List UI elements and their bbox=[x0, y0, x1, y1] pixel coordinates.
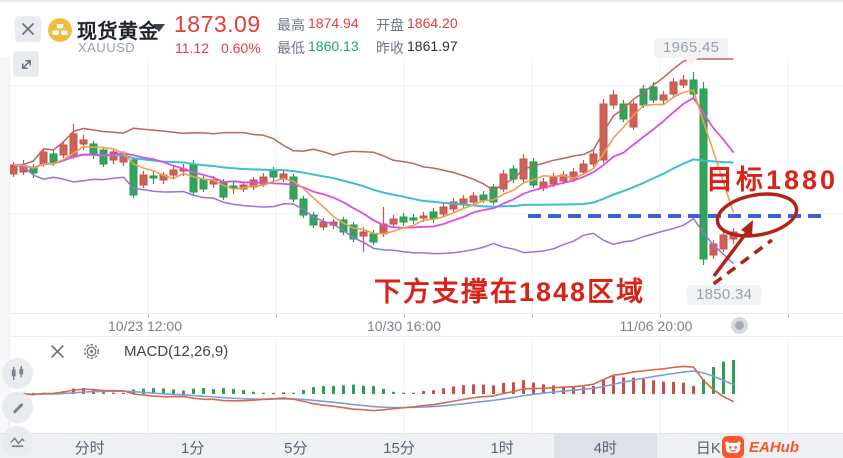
target-annotation: 目标1880 bbox=[706, 165, 839, 195]
expand-button[interactable] bbox=[13, 51, 39, 77]
chart-type-button[interactable] bbox=[2, 358, 33, 389]
stat-label-open: 开盘 bbox=[376, 17, 404, 33]
change-value: 11.12 bbox=[175, 40, 209, 56]
candlestick-icon bbox=[11, 365, 24, 381]
symbol-name[interactable]: 现货黄金 bbox=[77, 21, 159, 43]
macd-close-button[interactable] bbox=[48, 342, 66, 360]
record-dot-icon[interactable] bbox=[731, 317, 748, 334]
stat-value-high: 1874.94 bbox=[308, 15, 359, 31]
tab-timeframe-6[interactable]: 日K bbox=[695, 440, 721, 457]
x-axis-label: 10/23 12:00 bbox=[108, 318, 182, 334]
macd-header: MACD(12,26,9) bbox=[48, 341, 228, 361]
last-price: 1873.09 bbox=[174, 11, 261, 37]
x-axis-label: 10/30 16:00 bbox=[367, 318, 441, 334]
candlestick-chart[interactable] bbox=[10, 57, 843, 313]
time-axis: 10/23 12:00 10/30 16:00 11/06 20:00 bbox=[10, 313, 843, 337]
candles bbox=[10, 72, 738, 265]
brand: EAHub bbox=[722, 436, 799, 458]
pencil-icon bbox=[12, 402, 23, 414]
stat-label-high: 最高 bbox=[277, 17, 305, 33]
stat-value-low: 1860.13 bbox=[308, 38, 359, 54]
quote-header: 现货黄金 XAUUSD 1873.09 11.12 0.60% 最高 1874.9… bbox=[0, 2, 843, 77]
stat-value-open: 1864.20 bbox=[407, 15, 458, 31]
tab-timeframe-1[interactable]: 1分 bbox=[181, 440, 205, 457]
brand-name: EAHub bbox=[749, 438, 799, 456]
gear-icon bbox=[83, 343, 99, 359]
symbol-code: XAUUSD bbox=[78, 40, 136, 55]
timeframe-toolbar: 分时 1分 5分 15分 1时 4时 日K EAHub bbox=[0, 433, 843, 458]
change-percent: 0.60% bbox=[221, 40, 261, 56]
tab-timeframe-4[interactable]: 1时 bbox=[490, 440, 514, 457]
close-button[interactable] bbox=[15, 16, 41, 42]
stat-label-low: 最低 bbox=[277, 40, 305, 56]
price-change: 11.12 0.60% bbox=[175, 40, 273, 56]
chevron-down-icon[interactable] bbox=[153, 24, 165, 32]
tab-timeframe-3[interactable]: 15分 bbox=[383, 440, 415, 457]
eahub-logo-icon bbox=[722, 436, 744, 458]
macd-settings-button[interactable] bbox=[82, 342, 100, 360]
stat-value-prev-close: 1861.97 bbox=[407, 38, 458, 54]
line-chart-button[interactable] bbox=[2, 426, 33, 457]
close-icon bbox=[22, 23, 34, 35]
tab-timeframe-5[interactable]: 4时 bbox=[553, 434, 657, 458]
left-gutter bbox=[0, 57, 10, 458]
gold-coin-icon bbox=[47, 17, 73, 43]
expand-icon bbox=[21, 59, 31, 69]
low-price-tooltip: 1850.34 bbox=[687, 285, 762, 305]
tab-timeframe-2[interactable]: 5分 bbox=[284, 440, 308, 457]
draw-tool-button[interactable] bbox=[2, 392, 33, 423]
tab-timeframe-0[interactable]: 分时 bbox=[74, 440, 105, 457]
macd-chart[interactable] bbox=[10, 338, 843, 433]
wave-icon bbox=[10, 436, 25, 448]
support-annotation: 下方支撑在1848区域 bbox=[374, 277, 646, 307]
close-icon bbox=[50, 344, 64, 358]
x-axis-label: 11/06 20:00 bbox=[619, 318, 693, 334]
stat-label-prev-close: 昨收 bbox=[376, 40, 404, 56]
high-price-tooltip: 1965.45 bbox=[654, 38, 729, 65]
macd-indicator-label[interactable]: MACD(12,26,9) bbox=[124, 342, 229, 360]
